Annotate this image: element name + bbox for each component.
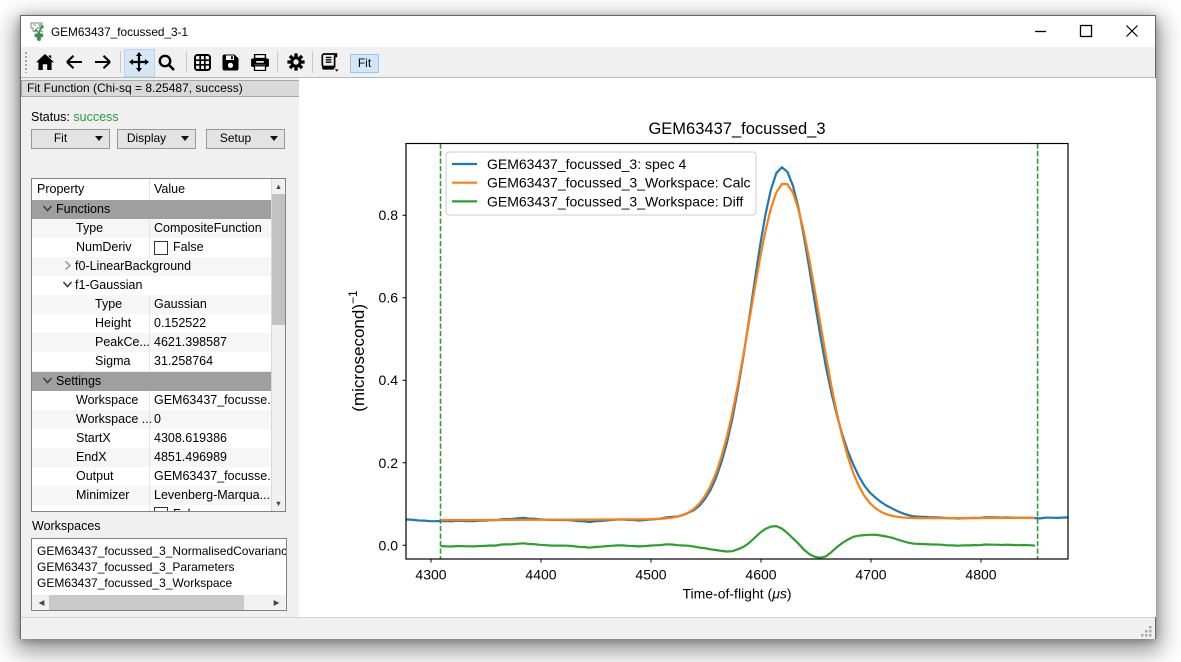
svg-text:GEM63437_focussed_3: spec 4: GEM63437_focussed_3: spec 4 xyxy=(487,156,686,172)
svg-text:4800: 4800 xyxy=(965,567,996,583)
svg-text:4300: 4300 xyxy=(415,567,446,583)
svg-text:4700: 4700 xyxy=(855,567,886,583)
svg-text:4600: 4600 xyxy=(745,567,776,583)
svg-text:0.2: 0.2 xyxy=(379,455,399,471)
svg-text:GEM63437_focussed_3: GEM63437_focussed_3 xyxy=(648,120,825,138)
svg-text:0.8: 0.8 xyxy=(379,207,399,223)
svg-text:(microsecond)−1: (microsecond)−1 xyxy=(346,290,368,412)
svg-text:Time-of-flight (μs): Time-of-flight (μs) xyxy=(682,586,791,602)
svg-text:4400: 4400 xyxy=(525,567,556,583)
svg-text:0.4: 0.4 xyxy=(379,372,399,388)
svg-text:GEM63437_focussed_3_Workspace:: GEM63437_focussed_3_Workspace: Calc xyxy=(487,175,751,191)
svg-text:4500: 4500 xyxy=(635,567,666,583)
svg-text:GEM63437_focussed_3_Workspace:: GEM63437_focussed_3_Workspace: Diff xyxy=(487,193,743,209)
svg-text:0.6: 0.6 xyxy=(379,290,399,306)
svg-text:0.0: 0.0 xyxy=(379,537,399,553)
